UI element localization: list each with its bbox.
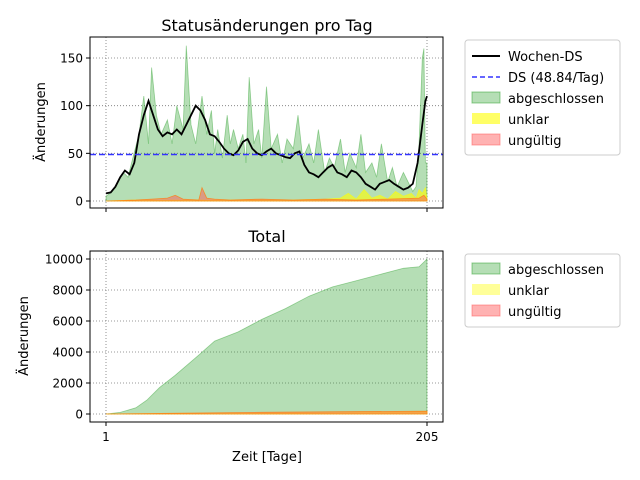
top-ytick-label-3: 150: [60, 52, 83, 66]
bottom-y-axis-label: Änderungen: [16, 296, 32, 376]
legend-label-wochen-ds: Wochen-DS: [508, 50, 583, 65]
daily-changes-panel: Statusänderungen pro Tag Änderungen 0 50 1…: [33, 16, 621, 212]
total-panel: Total Änderungen Zeit [Tage] 0 2000 4000 60…: [16, 227, 621, 465]
bottom-ytick-label-1: 2000: [52, 377, 83, 391]
bottom-legend: abgeschlossen unklar ungültig: [464, 253, 621, 328]
top-y-axis-label: Änderungen: [33, 82, 49, 162]
bottom-chart-title: Total: [247, 227, 285, 246]
bottom-legend-swatch-abgeschlossen: [471, 262, 501, 275]
bottom-legend-swatch-ungueltig: [471, 304, 501, 317]
top-legend-frame: [464, 39, 621, 156]
top-axes: 0 50 100 150: [60, 52, 428, 212]
bottom-legend-label-abgeschlossen: abgeschlossen: [508, 263, 604, 278]
legend-swatch-unklar: [472, 113, 500, 124]
bottom-plot-area: [90, 251, 443, 422]
bottom-legend-frame: [464, 253, 621, 328]
top-ytick-label-0: 0: [75, 195, 83, 209]
bottom-ytick-label-3: 6000: [52, 315, 83, 329]
bottom-ytick-label-0: 0: [75, 408, 83, 422]
top-legend: Wochen-DS DS (48.84/Tag) abgeschlossen u…: [464, 39, 621, 156]
bottom-ytick-label-4: 8000: [52, 284, 83, 298]
bottom-ytick-label-2: 4000: [52, 346, 83, 360]
top-series-line-wochen-ds: [105, 95, 428, 195]
top-series-area-0: [105, 45, 428, 202]
top-ytick-label-1: 50: [68, 147, 83, 161]
bottom-series-area-2: [105, 410, 428, 415]
bottom-xtick-label-0: 1: [102, 430, 110, 444]
legend-label-abgeschlossen: abgeschlossen: [508, 92, 604, 107]
legend-label-unklar: unklar: [508, 113, 550, 128]
legend-label-ds: DS (48.84/Tag): [508, 71, 604, 86]
bottom-legend-label-ungueltig: ungültig: [508, 305, 562, 320]
legend-swatch-ungueltig: [471, 133, 501, 146]
bottom-ytick-label-5: 10000: [45, 253, 83, 267]
legend-swatch-abgeschlossen: [471, 91, 501, 104]
bottom-legend-swatch-unklar: [472, 284, 500, 295]
legend-label-ungueltig: ungültig: [508, 134, 562, 149]
top-chart-title: Statusänderungen pro Tag: [161, 16, 372, 35]
top-plot-frame: [89, 36, 444, 209]
top-plot-area: [90, 37, 443, 208]
bottom-legend-label-unklar: unklar: [508, 284, 550, 299]
bottom-x-axis-label: Zeit [Tage]: [232, 450, 302, 465]
bottom-axes: 0 2000 4000 6000 8000 10000 1 205: [45, 253, 439, 445]
top-ytick-label-2: 100: [60, 99, 83, 113]
top-series-area-2: [105, 186, 428, 202]
bottom-xtick-label-1: 205: [416, 430, 439, 444]
bottom-plot-frame: [89, 250, 444, 423]
bottom-series-area-0: [105, 258, 428, 415]
